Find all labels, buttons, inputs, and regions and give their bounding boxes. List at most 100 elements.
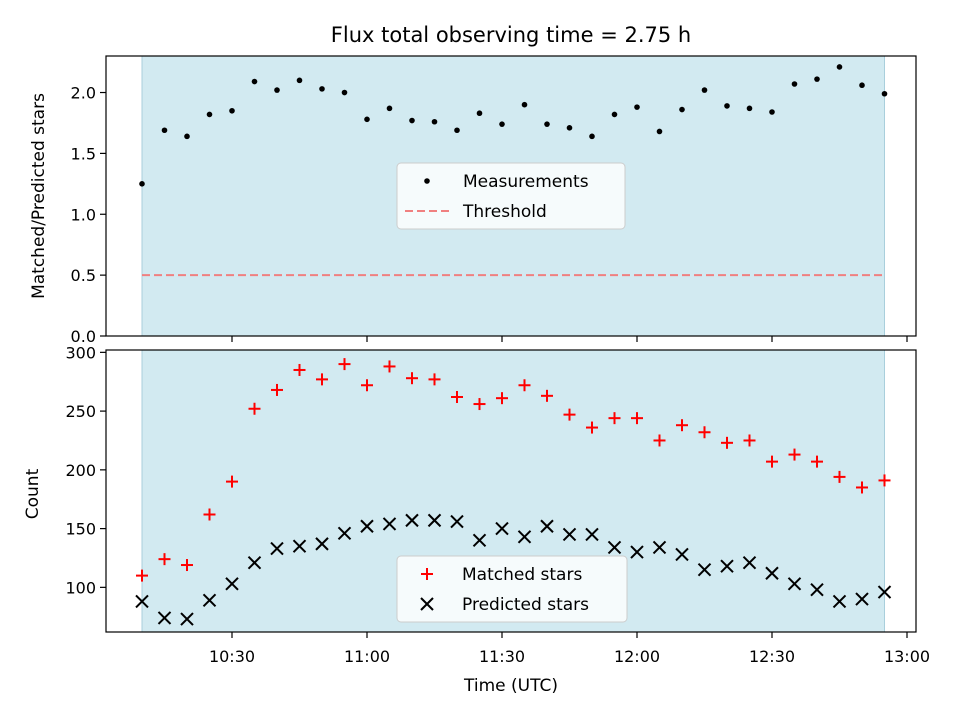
matched-star-point	[518, 379, 531, 392]
bottom-plot-marks	[135, 358, 892, 626]
matched-star-point	[563, 408, 576, 421]
y-tick-label: 0.0	[71, 327, 96, 346]
predicted-star-point	[472, 533, 487, 548]
measurement-point	[881, 90, 888, 97]
predicted-star-point	[630, 545, 644, 559]
bottom-legend-box	[396, 555, 628, 623]
bottom-y-axis: 100 150 200 250 300	[65, 343, 106, 597]
legend-measurements-label: Measurements	[463, 172, 589, 192]
measurement-point	[431, 118, 438, 125]
matched-star-point	[136, 569, 148, 582]
bottom-plot-frame	[105, 349, 917, 633]
predicted-star-point	[607, 540, 622, 555]
top-y-axis: 0.0 0.5 1.0 1.5 2.0	[71, 84, 106, 346]
matched-star-point	[788, 448, 801, 461]
matched-star-point	[541, 389, 553, 402]
matched-star-point	[878, 474, 891, 487]
x-tick-label: 12:00	[614, 647, 660, 666]
top-x-ticks	[231, 336, 908, 342]
matched-star-point	[496, 392, 508, 405]
measurement-point	[521, 101, 528, 108]
measurement-point	[656, 128, 663, 135]
matched-star-point	[451, 391, 463, 403]
predicted-star-point	[855, 592, 869, 606]
legend-measurements-marker	[424, 178, 430, 184]
bottom-legend: Matched stars Predicted stars	[396, 555, 628, 623]
predicted-star-point	[540, 519, 554, 533]
measurement-point	[206, 111, 213, 118]
matched-star-point	[676, 419, 688, 432]
matched-star-point	[203, 508, 216, 521]
matched-star-point	[338, 358, 351, 371]
matched-star-point	[361, 379, 373, 392]
top-legend: Measurements Threshold	[396, 162, 626, 230]
matched-star-point	[383, 360, 396, 373]
measurement-point	[319, 86, 325, 92]
top-legend-box	[396, 162, 626, 230]
y-tick-label: 250	[65, 402, 96, 421]
measurement-point	[161, 127, 168, 134]
measurement-point	[701, 87, 708, 93]
matched-star-point	[181, 559, 193, 572]
legend-matched-label: Matched stars	[462, 565, 582, 585]
predicted-star-point	[270, 541, 284, 556]
predicted-star-point	[337, 526, 352, 541]
legend-matched-marker	[421, 568, 433, 580]
predicted-star-point	[405, 513, 419, 528]
measurement-point	[454, 127, 460, 134]
matched-star-point	[271, 383, 283, 396]
legend-threshold-label: Threshold	[462, 202, 547, 222]
x-tick-label: 13:00	[884, 647, 930, 666]
y-tick-label: 0.5	[71, 266, 96, 285]
y-tick-label: 150	[65, 520, 96, 539]
predicted-star-point	[585, 527, 599, 542]
measurement-point	[566, 125, 573, 131]
predicted-star-point	[810, 582, 824, 597]
predicted-star-point	[675, 547, 689, 562]
predicted-star-point	[450, 514, 464, 529]
measurement-point	[364, 116, 370, 123]
measurement-point	[769, 109, 775, 115]
measurement-point	[589, 133, 595, 140]
predicted-star-point	[765, 566, 779, 580]
bottom-x-axis: 10:30 11:00 11:30 12:00 12:30 13:00	[209, 632, 930, 666]
bottom-y-axis-label: Count	[23, 468, 43, 519]
measurement-point	[724, 103, 730, 109]
top-plot-frame	[105, 55, 917, 337]
y-tick-label: 200	[65, 461, 96, 480]
measurement-point	[679, 106, 685, 113]
measurement-point	[341, 89, 348, 96]
bottom-panel: 100 150 200 250 300 10:30 11:00 11:30 12:00 12:3…	[23, 343, 930, 696]
predicted-star-point	[720, 559, 734, 573]
measurement-point	[634, 104, 640, 110]
measurement-point	[746, 105, 753, 112]
y-tick-label: 100	[65, 578, 96, 597]
matched-star-point	[226, 475, 238, 488]
predicted-star-point	[225, 577, 239, 591]
x-tick-label: 11:00	[344, 647, 390, 666]
measurement-point	[836, 64, 843, 70]
predicted-star-point	[652, 540, 667, 555]
predicted-star-point	[135, 594, 149, 609]
predicted-star-point	[360, 519, 374, 533]
top-panel: Flux total observing time = 2.75 h 0.0 0.…	[29, 23, 917, 346]
matched-star-point	[698, 426, 711, 439]
measurement-point	[476, 110, 483, 117]
matched-star-point	[586, 421, 598, 434]
predicted-star-point	[562, 527, 577, 542]
measurement-point	[184, 133, 190, 140]
legend-predicted-label: Predicted stars	[462, 595, 589, 615]
predicted-star-point	[180, 612, 194, 626]
predicted-star-point	[742, 555, 757, 570]
y-tick-label: 300	[65, 343, 96, 362]
predicted-star-point	[832, 594, 847, 609]
chart-title: Flux total observing time = 2.75 h	[331, 23, 691, 47]
measurement-point	[274, 87, 280, 93]
predicted-star-point	[877, 585, 892, 599]
top-y-axis-label: Matched/Predicted stars	[29, 93, 49, 299]
matched-star-point	[473, 398, 486, 411]
predicted-star-point	[202, 593, 217, 607]
matched-star-point	[406, 372, 418, 385]
x-tick-label: 11:30	[479, 647, 525, 666]
predicted-star-point	[787, 577, 802, 591]
